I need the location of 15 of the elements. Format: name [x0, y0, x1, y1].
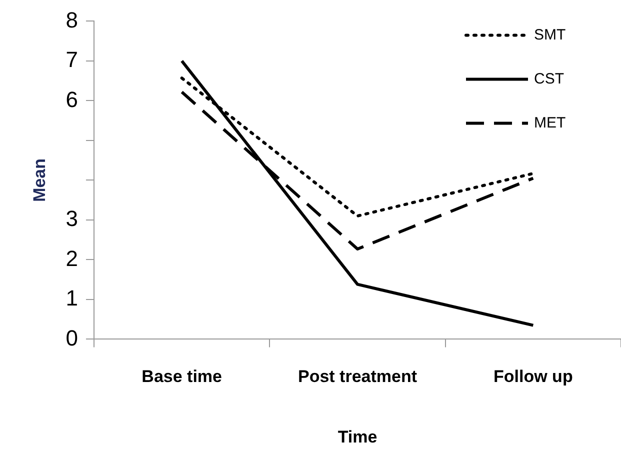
y-tick-label: 1 — [66, 286, 78, 311]
x-axis-title: Time — [338, 427, 378, 446]
y-tick-label: 0 — [66, 325, 78, 350]
y-tick-label: 7 — [66, 47, 78, 72]
legend-label: MET — [534, 114, 566, 132]
x-tick-label: Post treatment — [298, 367, 418, 386]
legend-label: CST — [534, 70, 564, 88]
x-tick-label: Follow up — [494, 367, 573, 386]
x-tick-label: Base time — [142, 367, 222, 386]
y-axis-title: Mean — [30, 158, 49, 202]
y-tick-label: 6 — [66, 86, 78, 112]
y-tick-label: 8 — [66, 7, 78, 32]
legend-label: SMT — [534, 26, 566, 44]
y-tick-label: 3 — [66, 206, 78, 232]
y-tick-label: 2 — [66, 246, 78, 271]
